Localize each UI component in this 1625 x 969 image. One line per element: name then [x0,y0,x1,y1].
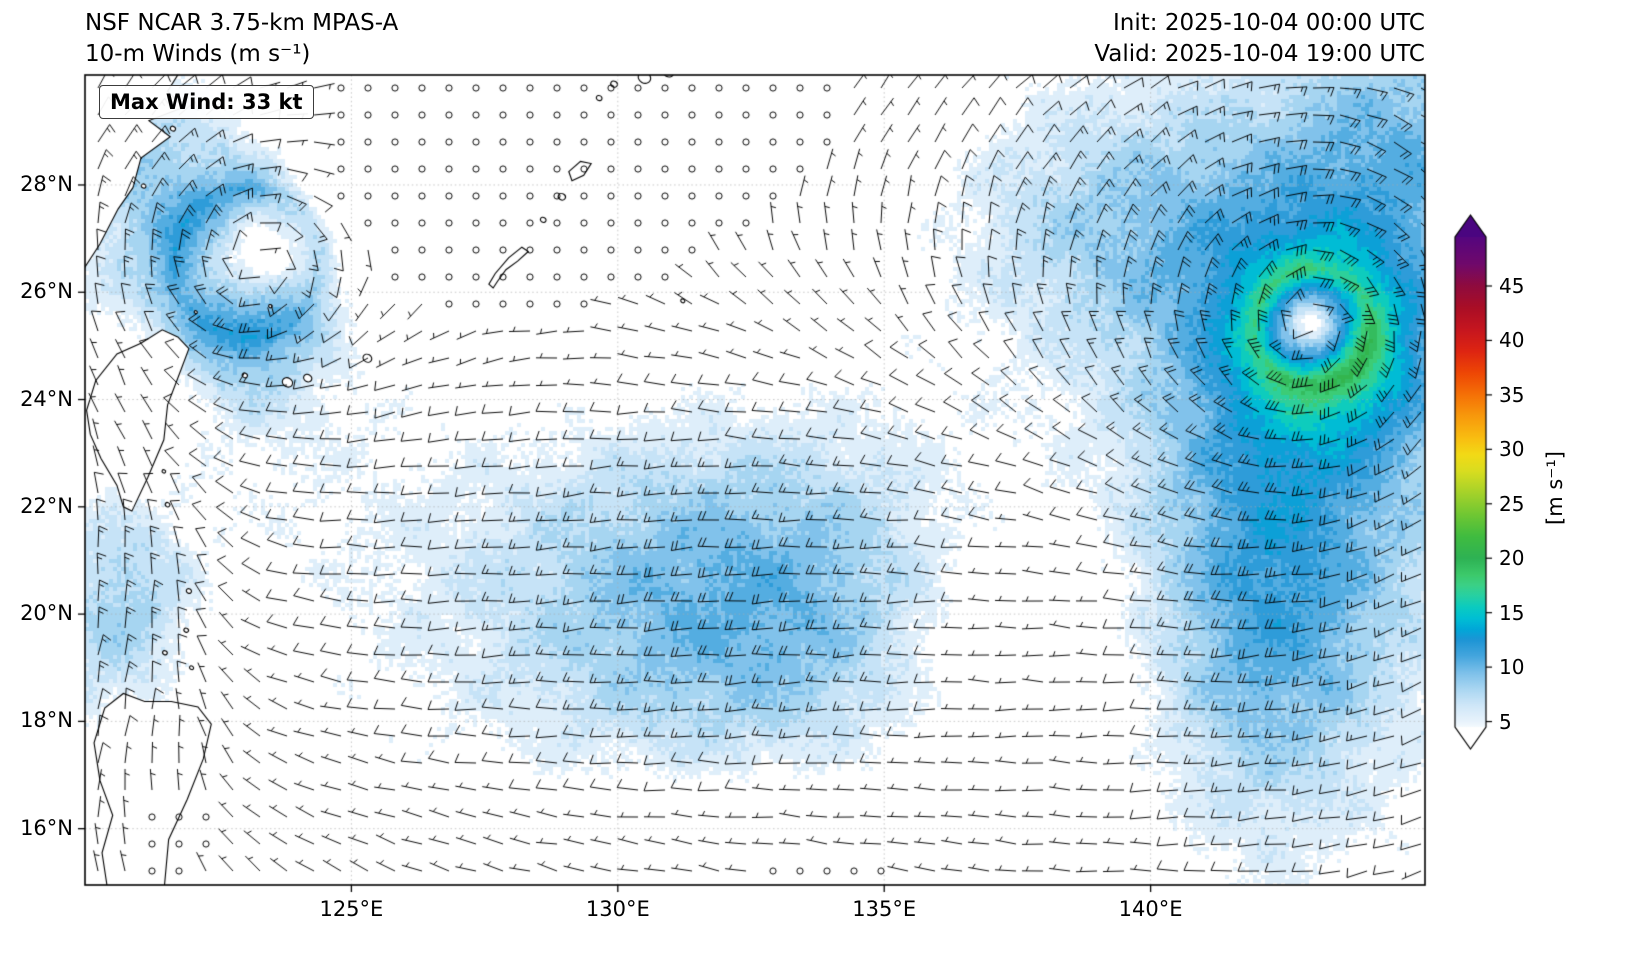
figure-title-line2: 10-m Winds (m s⁻¹) [85,41,311,67]
max-wind-badge: Max Wind: 33 kt [99,85,314,119]
figure-title-line1: NSF NCAR 3.75-km MPAS-A [85,10,399,36]
colorbar-unit-label: [m s⁻¹] [1543,451,1567,525]
valid-time-label: Valid: 2025-10-04 19:00 UTC [1094,41,1425,67]
init-time-label: Init: 2025-10-04 00:00 UTC [1113,10,1425,36]
